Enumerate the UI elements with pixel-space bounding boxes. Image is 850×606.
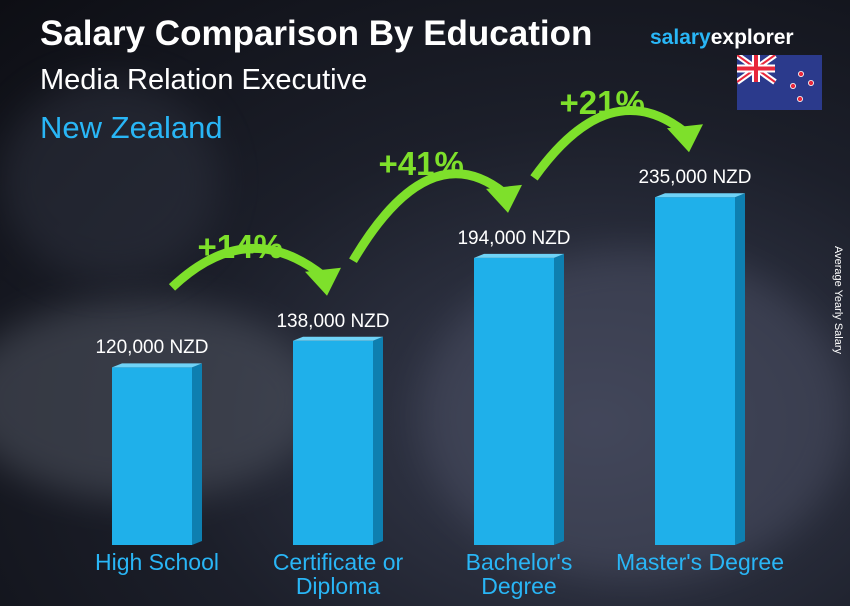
chart-title: Salary Comparison By Education: [40, 14, 593, 53]
bar: [112, 367, 192, 545]
job-title: Media Relation Executive: [40, 64, 368, 96]
category-label: Bachelor's Degree: [465, 549, 573, 599]
category-label: High School: [94, 549, 220, 575]
bar: [293, 340, 373, 545]
country: New Zealand: [40, 110, 223, 145]
arrow-head: [667, 124, 703, 153]
value-label: 138,000 NZD: [276, 310, 390, 332]
bar-top: [474, 253, 564, 258]
growth-arrow: [530, 106, 688, 181]
category-label: Master's Degree: [615, 549, 784, 575]
new-zealand-flag-icon: [737, 55, 822, 110]
growth-arrow: [349, 169, 507, 264]
bar: [655, 197, 735, 545]
arrow-head: [305, 267, 341, 296]
bar-top: [112, 363, 202, 368]
bar: [474, 257, 554, 545]
value-label: 235,000 NZD: [638, 167, 752, 189]
bar-side: [192, 363, 202, 545]
salaryexplorer-logo[interactable]: salaryexplorer: [650, 26, 794, 49]
bar-side: [373, 336, 383, 545]
growth-arrow: [168, 244, 326, 291]
percent-change-label: +21%: [559, 84, 645, 122]
category-label: Certificate or Diploma: [272, 549, 404, 599]
bar-top: [655, 193, 745, 198]
background-blur: [0, 80, 220, 280]
value-label: 194,000 NZD: [457, 227, 571, 249]
bar-side: [735, 193, 745, 545]
percent-change-label: +14%: [197, 227, 283, 265]
percent-change-label: +41%: [378, 144, 464, 182]
value-label: 120,000 NZD: [95, 337, 209, 359]
bar-side: [554, 253, 564, 545]
arrow-head: [486, 184, 522, 213]
bar-top: [293, 336, 383, 341]
